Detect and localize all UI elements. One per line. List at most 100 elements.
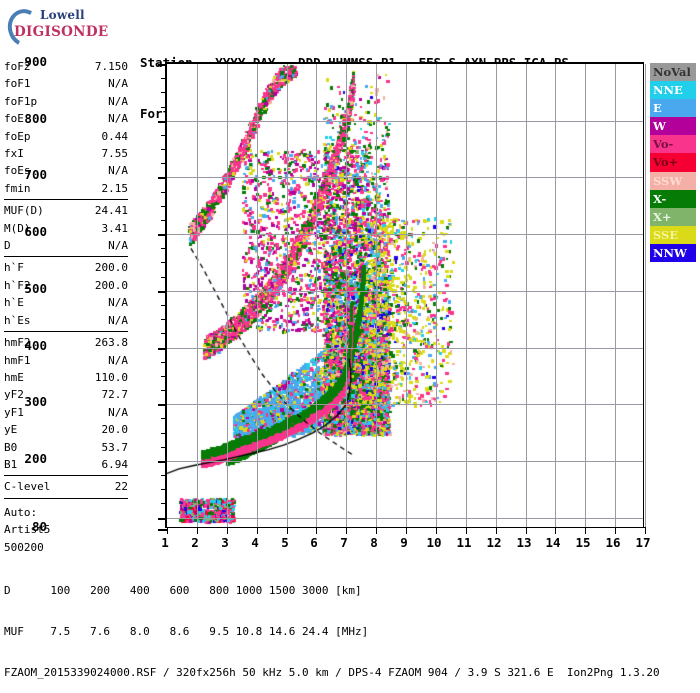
param-row-b1: B1 6.94 <box>4 456 128 473</box>
param-key: fmin <box>4 181 31 195</box>
param-value: N/A <box>108 239 128 253</box>
gridline-horizontal <box>167 121 643 122</box>
param-value: N/A <box>108 94 128 108</box>
y-axis-tick <box>161 305 167 306</box>
y-axis-label: 200 <box>24 450 47 466</box>
param-row-b0: B0 53.7 <box>4 439 128 456</box>
y-axis-label: 900 <box>24 54 47 69</box>
y-axis-tick <box>161 447 167 448</box>
x-axis-label: 15 <box>575 535 591 550</box>
param-row-hes: h`Es N/A <box>4 312 128 329</box>
x-axis-tick <box>197 527 198 534</box>
param-key: foF1 <box>4 77 31 91</box>
logo-lowell-text: Lowell <box>40 8 85 22</box>
param-key: hmE <box>4 370 24 384</box>
gridline-vertical <box>585 64 586 527</box>
legend-item-vo[interactable]: Vo- <box>650 135 696 154</box>
y-axis-tick <box>158 404 167 406</box>
gridline-vertical <box>197 64 198 527</box>
param-group: h`F 200.0 h`F2 200.0 h`E N/A h`Es N/A <box>4 259 128 329</box>
legend-item-noval[interactable]: NoVal <box>650 63 696 82</box>
x-axis-label: 6 <box>310 535 318 550</box>
y-axis-tick <box>161 376 167 377</box>
param-key: foE <box>4 112 24 126</box>
param-key: D <box>4 239 11 253</box>
gridline-vertical <box>257 64 258 527</box>
y-axis-tick <box>161 475 167 476</box>
param-key: foF1p <box>4 94 38 108</box>
x-axis-label: 5 <box>281 535 289 550</box>
legend-item-nne[interactable]: NNE <box>650 81 696 100</box>
legend-item-x[interactable]: X+ <box>650 207 696 226</box>
x-axis-tick <box>466 527 467 534</box>
y-axis-tick <box>158 291 167 293</box>
param-value: 72.7 <box>101 388 129 402</box>
param-value: N/A <box>108 296 128 310</box>
gridline-vertical <box>645 64 646 527</box>
legend-item-nnw[interactable]: NNW <box>650 243 696 263</box>
param-key: yE <box>4 423 18 437</box>
y-axis-tick <box>161 78 167 79</box>
x-axis-tick <box>496 527 497 534</box>
param-row-fof2: foF2 7.150 <box>4 58 128 75</box>
param-value: N/A <box>108 313 128 327</box>
y-axis-tick <box>161 149 167 150</box>
x-axis-tick <box>346 527 347 534</box>
param-value: N/A <box>108 164 128 178</box>
legend-item-sse[interactable]: SSE <box>650 225 696 244</box>
param-divider <box>4 475 128 477</box>
ionogram-plot-area[interactable] <box>158 62 646 534</box>
plot-right-border <box>643 62 644 528</box>
x-axis-tick <box>316 527 317 534</box>
x-axis-tick <box>436 527 437 534</box>
gridline-vertical <box>287 64 288 527</box>
param-row-hmf1: hmF1 N/A <box>4 352 128 369</box>
param-group: foF2 7.150 foF1 N/A foF1p N/A foE N/A foEp 0.44 fx… <box>4 58 128 197</box>
autoscaling-info: Auto: Artist5 500200 <box>4 504 128 556</box>
gridline-vertical <box>227 64 228 527</box>
y-axis-label: 300 <box>24 394 47 410</box>
y-axis-tick <box>161 362 167 363</box>
param-value: 3.41 <box>101 221 129 235</box>
x-axis-label: 1 <box>161 535 169 550</box>
x-axis-line <box>165 527 645 528</box>
legend-item-vo[interactable]: Vo+ <box>650 153 696 172</box>
gridline-horizontal <box>167 404 643 405</box>
legend-item-w[interactable]: W <box>650 117 696 136</box>
legend-item-ssw[interactable]: SSW <box>650 171 696 190</box>
x-axis-label: 16 <box>605 535 621 550</box>
param-value: 0.44 <box>101 129 129 143</box>
param-row-hme: hmE 110.0 <box>4 369 128 386</box>
gridline-horizontal <box>167 461 643 462</box>
param-key: yF2 <box>4 388 24 402</box>
param-value: 110.0 <box>94 370 128 384</box>
footer-info: D 100 200 400 600 800 1000 1500 3000 [km… <box>4 557 660 693</box>
param-value: N/A <box>108 353 128 367</box>
param-value: 24.41 <box>94 204 128 218</box>
y-axis-tick <box>161 135 167 136</box>
x-axis-tick <box>227 527 228 534</box>
y-axis-tick <box>161 206 167 207</box>
gridline-horizontal <box>167 177 643 178</box>
y-axis-tick <box>161 277 167 278</box>
x-axis-label: 14 <box>545 535 561 550</box>
param-key: h`Es <box>4 313 31 327</box>
y-axis-tick <box>161 390 167 391</box>
param-row-md: M(D) 3.41 <box>4 220 128 237</box>
x-axis-tick <box>287 527 288 534</box>
param-key: h`F <box>4 261 24 275</box>
param-row-yf1: yF1 N/A <box>4 404 128 421</box>
gridline-vertical <box>406 64 407 527</box>
x-axis-tick <box>615 527 616 534</box>
param-key: foEp <box>4 129 31 143</box>
x-axis-tick <box>406 527 407 534</box>
y-axis-tick <box>161 107 167 108</box>
legend-item-e[interactable]: E <box>650 99 696 118</box>
y-axis-tick <box>161 489 167 490</box>
direction-legend[interactable]: NoVal NNE E W Vo- Vo+ SSW X- X+ SSE NNW <box>650 63 696 263</box>
x-axis-label: 4 <box>251 535 259 550</box>
param-value: 200.0 <box>94 278 128 292</box>
legend-item-x[interactable]: X- <box>650 189 696 208</box>
param-divider <box>4 199 128 201</box>
gridline-vertical <box>376 64 377 527</box>
